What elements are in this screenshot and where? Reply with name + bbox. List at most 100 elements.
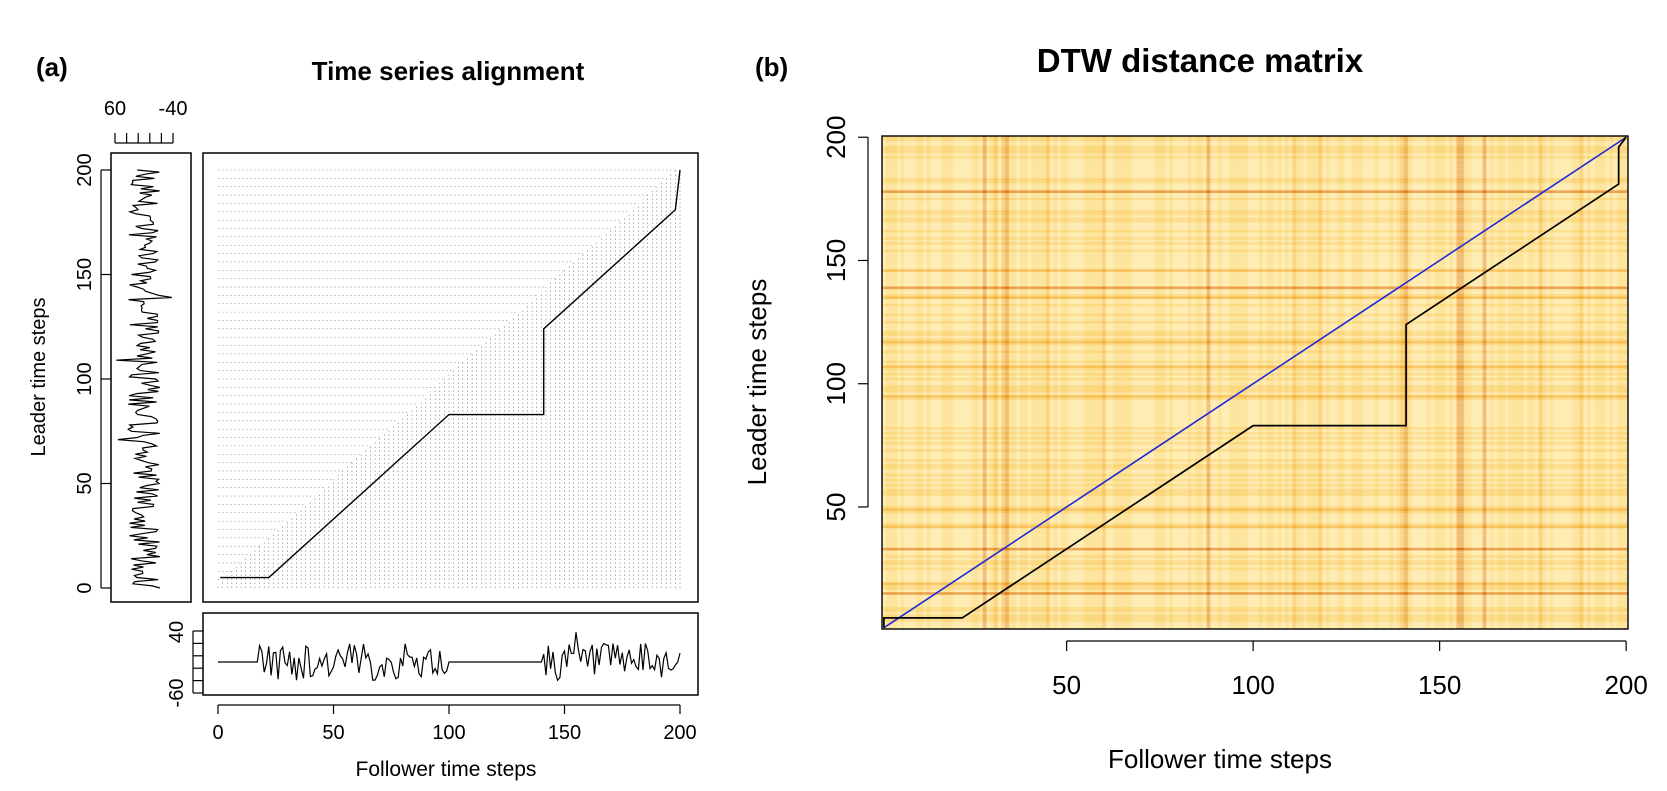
heatmap-column-band [1109,136,1114,629]
heatmap-row-band [882,478,1628,482]
heatmap-row-band [882,503,1628,507]
heatmap-column-band [1131,136,1136,629]
heatmap-row-band [882,552,1628,556]
heatmap-column-band [1057,136,1062,629]
heatmap-column-band [1281,136,1286,629]
heatmap-column-band [1575,136,1580,629]
heatmap-column-band [1273,136,1278,629]
heatmap-row-band [882,180,1628,184]
heatmap-column-band [956,136,961,629]
heatmap-column-band [1527,136,1532,629]
heatmap-row-band [882,375,1628,378]
y-tick-label: 0 [74,582,96,593]
heatmap-row-band [882,402,1628,405]
heatmap-column-band [1228,136,1233,629]
heatmap-column-band [1463,136,1468,629]
heatmap-column-band [1180,136,1185,629]
heatmap-row-band [882,145,1628,149]
heatmap-row-band [882,217,1628,221]
heatmap-row-band [882,163,1628,166]
heatmap-column-band [1314,136,1319,629]
heatmap-row-band [882,572,1628,576]
heatmap-row-band [882,505,1628,509]
y-tick-label: 200 [74,153,96,186]
heatmap-row-band [882,234,1628,238]
heatmap-column-band [1478,136,1483,629]
heatmap-row-band [882,616,1628,620]
heatmap-row-band [882,345,1628,349]
heatmap-column-band [885,136,890,629]
heatmap-column-band [1169,136,1174,629]
heatmap-row-band [882,192,1628,196]
heatmap-row-band [882,567,1628,571]
heatmap-row-band [882,584,1628,588]
heatmap-row-band [882,177,1628,181]
heatmap-row-band [882,429,1628,433]
heatmap-column-band [1482,136,1487,629]
heatmap-column-band [1206,136,1211,629]
follower-value-axis [192,630,203,694]
heatmap-row-band [882,224,1628,228]
panel-a-ylabel: Leader time steps [28,298,50,457]
panel-a-xlabel: Follower time steps [356,758,537,781]
heatmap-row-band [882,557,1628,561]
heatmap-row-band [882,347,1628,351]
heatmap-column-band [882,136,887,629]
heatmap-row-band [882,582,1628,585]
heatmap-column-band [1288,136,1293,629]
heatmap-column-band [971,136,976,629]
heatmap-row-band [882,439,1628,442]
heatmap-column-band [1601,136,1606,629]
y-tick-label: 150 [821,239,851,282]
heatmap-column-band [1031,136,1036,629]
heatmap-column-band [1310,136,1315,629]
heatmap-column-band [1034,136,1039,629]
heatmap-column-band [1087,136,1092,629]
heatmap-column-band [1158,136,1163,629]
heatmap-column-band [1269,136,1274,629]
y-tick-label: 100 [821,362,851,405]
heatmap-row-band [882,451,1628,455]
heatmap-column-band [1210,136,1215,629]
heatmap-column-band [1020,136,1025,629]
heatmap-row-band [882,468,1628,472]
heatmap-column-band [1534,136,1539,629]
heatmap-column-band [1598,136,1603,629]
heatmap-column-band [1202,136,1207,629]
heatmap-row-band [882,296,1628,299]
alignment-path-line [220,169,681,579]
heatmap-column-band [1154,136,1159,629]
heatmap-column-band [1337,136,1342,629]
heatmap-row-band [882,463,1628,467]
heatmap-column-band [1452,136,1457,629]
heatmap-row-band [882,182,1628,186]
heatmap-row-band [882,362,1628,366]
heatmap-column-band [1176,136,1181,629]
heatmap-row-band [882,399,1628,403]
heatmap-row-band [882,387,1628,391]
heatmap-column-band [952,136,957,629]
heatmap-row-band [882,417,1628,420]
heatmap-row-band [882,604,1628,608]
heatmap-row-band [882,148,1628,152]
heatmap-column-band [1430,136,1435,629]
heatmap-column-band [997,136,1002,629]
heatmap-row-band [882,278,1628,282]
heatmap-column-band [1247,136,1252,629]
leader-value-axis [114,133,174,144]
heatmap-row-band [882,158,1628,161]
heatmap-column-band [1374,136,1379,629]
heatmap-column-band [1493,136,1498,629]
heatmap-column-band [1620,136,1625,629]
heatmap-row-band [882,488,1628,492]
heatmap-row-band [882,426,1628,430]
heatmap-row-band [882,259,1628,263]
heatmap-row-band [882,269,1628,272]
heatmap-frame [881,135,1629,630]
heatmap-column-band [1359,136,1364,629]
heatmap-row-band [882,579,1628,583]
heatmap-column-band [1378,136,1383,629]
heatmap-row-band [882,404,1628,408]
heatmap-row-band [882,530,1628,534]
heatmap-row-band [882,311,1628,314]
